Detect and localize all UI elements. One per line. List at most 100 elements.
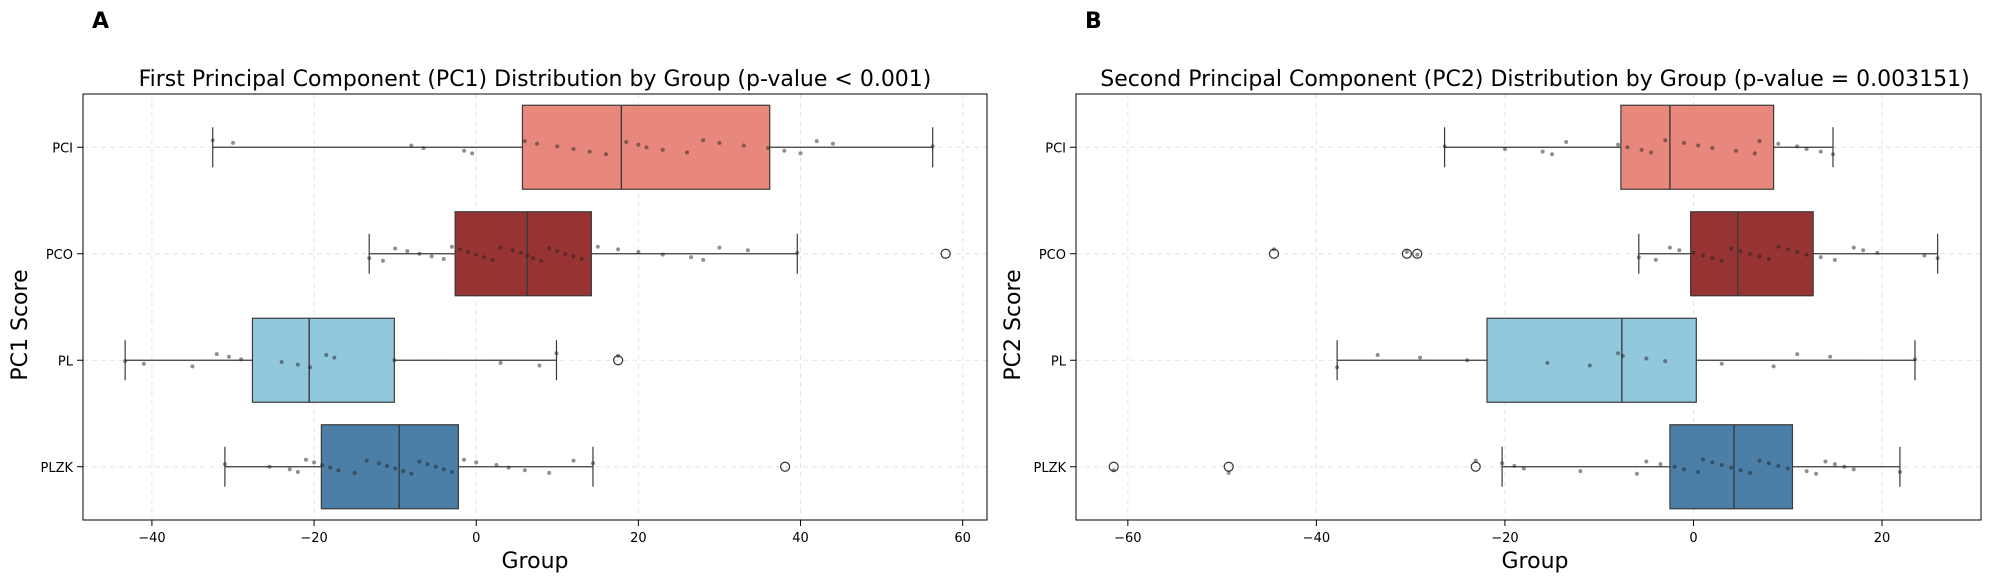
data-point — [1663, 138, 1668, 143]
data-point — [1502, 147, 1507, 151]
data-point — [393, 246, 398, 251]
data-point — [685, 150, 690, 155]
data-point — [498, 360, 503, 365]
outlier-marker — [1412, 248, 1423, 259]
data-point — [417, 251, 422, 256]
data-point — [1521, 466, 1526, 471]
data-point — [689, 255, 694, 260]
data-point — [745, 248, 750, 253]
data-point — [482, 255, 487, 260]
data-point — [1639, 147, 1644, 152]
y-axis-label: PC1 Score — [8, 269, 33, 380]
data-point — [303, 457, 308, 462]
data-point — [1828, 354, 1833, 359]
data-point — [766, 146, 771, 151]
data-point — [441, 467, 446, 472]
data-point — [1564, 140, 1569, 144]
data-point — [701, 138, 706, 143]
data-point — [1766, 461, 1771, 466]
data-point — [1616, 142, 1621, 147]
data-point — [1682, 467, 1687, 472]
data-point — [421, 146, 426, 151]
data-point — [644, 145, 649, 150]
x-tick-label: −20 — [1491, 531, 1518, 546]
data-point — [1842, 464, 1847, 469]
data-point — [336, 468, 341, 473]
data-point — [1785, 247, 1790, 252]
outlier-marker — [780, 461, 791, 472]
panel-b: B Second Principal Component (PC2) Distr… — [1001, 9, 1982, 574]
data-point — [405, 249, 410, 254]
data-point — [1473, 458, 1478, 463]
data-point — [267, 464, 272, 469]
data-point — [1375, 353, 1380, 357]
data-point — [1696, 470, 1701, 474]
data-point — [1545, 360, 1550, 365]
data-point — [1776, 141, 1781, 146]
data-point — [660, 147, 665, 152]
data-point — [555, 249, 560, 254]
data-point — [214, 352, 219, 357]
grid — [1076, 94, 1981, 520]
data-point — [636, 142, 641, 147]
outlier-marker — [1401, 248, 1412, 259]
data-point — [595, 244, 600, 249]
x-tick-label: −40 — [1303, 531, 1330, 546]
data-point — [1748, 251, 1753, 256]
data-point — [518, 250, 523, 255]
data-point — [1616, 351, 1621, 356]
data-point — [930, 144, 935, 149]
data-point — [1922, 253, 1927, 258]
data-point — [417, 459, 422, 464]
y-tick-label: PLZK — [40, 461, 73, 476]
data-point — [1776, 463, 1781, 468]
data-point — [1587, 363, 1592, 368]
data-point — [616, 247, 621, 252]
data-point — [741, 143, 746, 148]
data-point — [295, 362, 300, 367]
data-point — [1771, 364, 1776, 369]
data-point — [571, 458, 576, 463]
panel-letter: B — [1085, 9, 1102, 34]
data-point — [563, 251, 568, 256]
data-point — [320, 463, 325, 467]
panel-letter: A — [92, 9, 109, 34]
data-point — [1913, 357, 1918, 362]
data-point — [1658, 462, 1663, 467]
data-point — [1649, 150, 1654, 155]
data-points — [123, 138, 935, 476]
data-point — [470, 151, 475, 156]
data-point — [1719, 361, 1724, 366]
y-axis-label: PC2 Score — [1001, 269, 1026, 380]
data-point — [287, 467, 292, 472]
data-point — [295, 470, 300, 474]
data-point — [547, 246, 552, 251]
data-point — [1804, 469, 1809, 474]
data-point — [1814, 471, 1819, 476]
data-point — [795, 250, 800, 255]
data-point — [1415, 252, 1420, 257]
data-point — [1710, 460, 1715, 465]
data-point — [1729, 465, 1734, 470]
data-point — [522, 139, 527, 144]
data-point — [441, 257, 446, 261]
data-point — [1818, 149, 1823, 154]
y-tick-label: PL — [58, 354, 74, 369]
boxes — [124, 104, 951, 510]
data-point — [226, 354, 231, 359]
data-point — [367, 256, 372, 261]
data-point — [537, 363, 542, 368]
data-point — [380, 258, 385, 263]
data-point — [1540, 149, 1545, 154]
data-point — [1719, 463, 1724, 467]
data-point — [1512, 463, 1517, 468]
data-point — [1832, 462, 1837, 467]
data-point — [1700, 457, 1705, 462]
data-point — [458, 247, 463, 252]
data-point — [660, 252, 665, 257]
data-point — [1271, 247, 1276, 252]
x-tick-label: 0 — [1689, 531, 1697, 546]
x-tick-label: 60 — [954, 531, 971, 546]
data-point — [1636, 255, 1641, 260]
